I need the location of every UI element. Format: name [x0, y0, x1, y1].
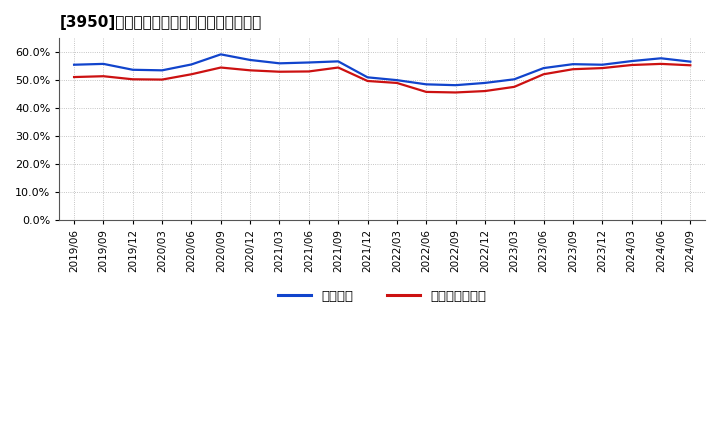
固定長期適合率: [70, 74, 78, 80]
Line: 固定比率: 固定比率: [74, 55, 690, 85]
固定比率: [451, 83, 460, 88]
固定長期適合率: [510, 84, 518, 89]
固定長期適合率: [217, 65, 225, 70]
固定比率: [305, 60, 313, 65]
Text: [3950]　固定比率、固定長期適合率の推移: [3950] 固定比率、固定長期適合率の推移: [60, 15, 261, 30]
固定長期適合率: [99, 73, 108, 79]
固定比率: [70, 62, 78, 67]
固定比率: [334, 59, 343, 64]
固定長期適合率: [334, 65, 343, 70]
固定長期適合率: [363, 78, 372, 84]
固定比率: [539, 66, 548, 71]
固定長期適合率: [569, 66, 577, 72]
固定比率: [686, 59, 695, 64]
固定比率: [510, 77, 518, 82]
固定長期適合率: [128, 77, 137, 82]
固定比率: [598, 62, 607, 67]
固定比率: [158, 68, 166, 73]
固定比率: [627, 59, 636, 64]
固定比率: [217, 52, 225, 57]
固定長期適合率: [627, 62, 636, 68]
固定比率: [657, 55, 665, 61]
固定比率: [99, 61, 108, 66]
固定比率: [128, 67, 137, 73]
Legend: 固定比率, 固定長期適合率: 固定比率, 固定長期適合率: [273, 285, 492, 308]
固定比率: [187, 62, 196, 67]
固定比率: [363, 75, 372, 80]
固定長期適合率: [305, 69, 313, 74]
固定長期適合率: [480, 88, 489, 94]
固定長期適合率: [246, 68, 254, 73]
固定長期適合率: [598, 66, 607, 71]
固定比率: [246, 57, 254, 62]
固定長期適合率: [422, 89, 431, 95]
固定比率: [422, 82, 431, 87]
固定長期適合率: [392, 80, 401, 85]
固定比率: [275, 61, 284, 66]
固定長期適合率: [158, 77, 166, 82]
固定比率: [392, 77, 401, 83]
固定比率: [480, 80, 489, 85]
固定長期適合率: [451, 90, 460, 95]
固定長期適合率: [187, 72, 196, 77]
固定長期適合率: [686, 62, 695, 68]
固定長期適合率: [275, 69, 284, 74]
固定長期適合率: [539, 72, 548, 77]
固定比率: [569, 62, 577, 67]
固定長期適合率: [657, 61, 665, 66]
Line: 固定長期適合率: 固定長期適合率: [74, 64, 690, 92]
